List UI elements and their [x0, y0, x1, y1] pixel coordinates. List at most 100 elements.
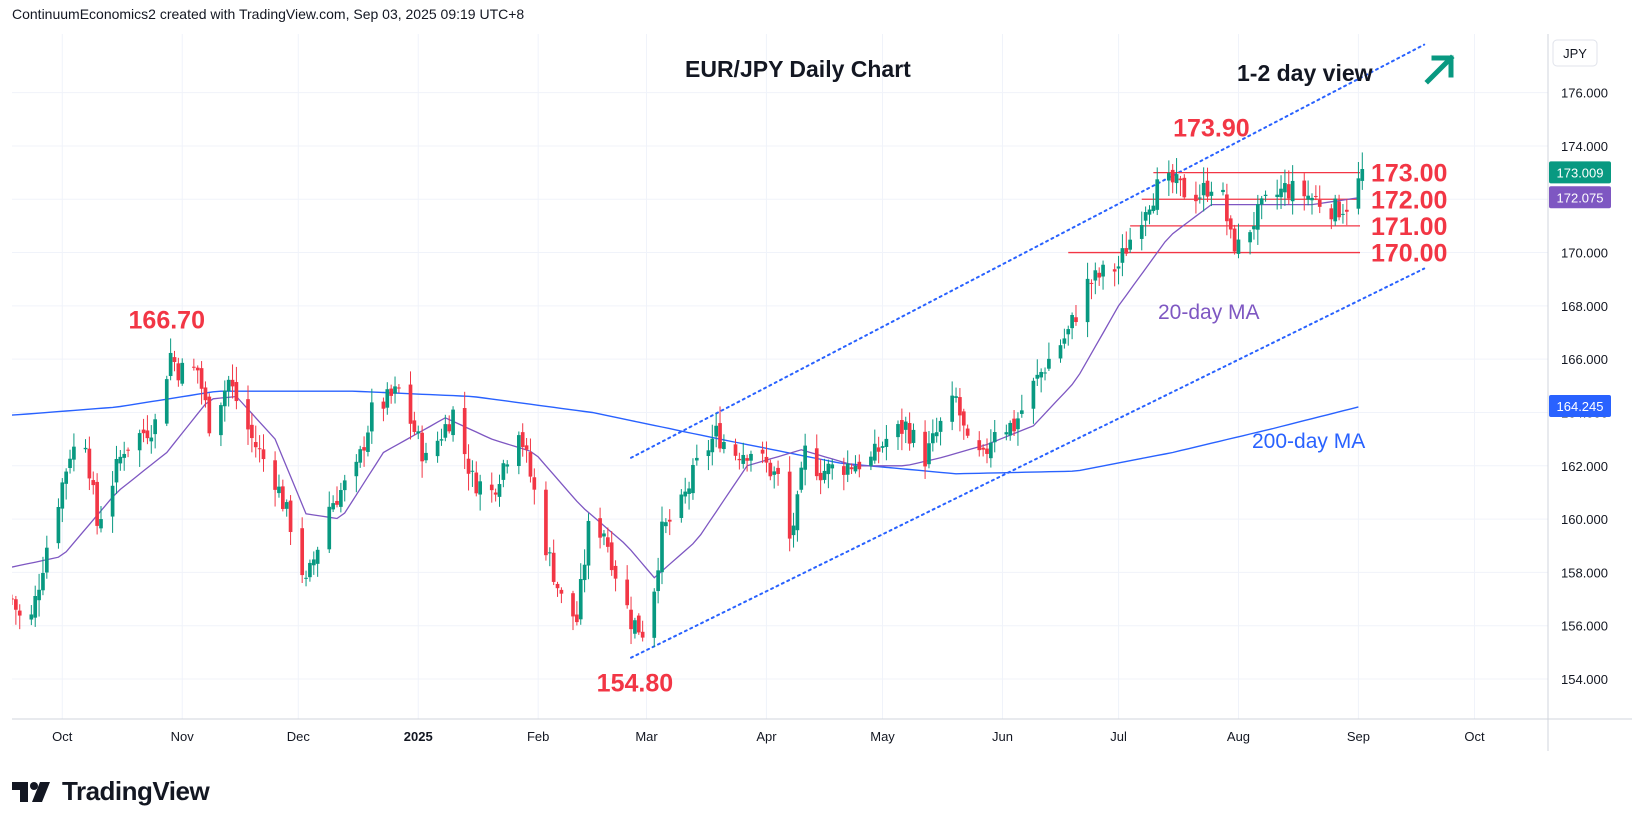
price-tag-text: 164.245 — [1557, 399, 1604, 414]
candle — [1070, 312, 1074, 340]
candle-body — [489, 484, 494, 491]
candle — [1252, 212, 1256, 240]
candle-body — [772, 471, 777, 475]
candle — [424, 442, 428, 464]
candle-body — [1170, 169, 1175, 183]
candle — [667, 509, 672, 536]
candle-body — [153, 419, 157, 435]
candle-body — [737, 458, 742, 461]
candles — [12, 152, 1365, 648]
candle-body — [447, 424, 452, 432]
candle-body — [694, 457, 699, 461]
candle-body — [284, 502, 289, 509]
candle — [505, 460, 510, 474]
time-axis[interactable]: Oct Nov Dec 2025 Feb Mar Apr May Jun Jul Aug Sep Oct — [52, 729, 1485, 744]
candle — [41, 556, 45, 596]
price-annotation: 154.80 — [597, 670, 673, 698]
time-tick-label: Oct — [52, 729, 73, 744]
candle-body — [1263, 194, 1268, 197]
candle — [958, 388, 962, 432]
candle — [1097, 267, 1102, 286]
candle — [1047, 342, 1051, 371]
candle — [664, 518, 668, 534]
candle-body — [559, 589, 564, 594]
candle — [222, 380, 227, 422]
candle-body — [1283, 183, 1287, 193]
price-tag-text: 173.009 — [1557, 165, 1604, 180]
candle — [261, 434, 266, 472]
tradingview-logo-icon — [12, 781, 50, 802]
candle-body — [667, 519, 672, 522]
candle-body — [168, 352, 173, 377]
candle-body — [791, 525, 796, 536]
time-tick-label: Oct — [1464, 729, 1485, 744]
price-tag-bg — [1549, 394, 1611, 417]
candle-body — [760, 449, 765, 454]
candle-body — [1329, 208, 1334, 220]
candle — [722, 434, 726, 454]
price-tick-label: 168.000 — [1561, 299, 1608, 314]
candle — [749, 450, 753, 472]
candle-body — [118, 456, 123, 464]
candle — [629, 596, 633, 645]
candle — [493, 488, 498, 502]
candle-body — [609, 542, 614, 571]
candle — [989, 429, 993, 468]
price-tick-label: 166.000 — [1561, 352, 1608, 367]
candle-body — [1128, 239, 1132, 250]
candle — [462, 391, 467, 470]
candle-body — [114, 458, 119, 483]
candle — [683, 477, 688, 504]
candle-body — [358, 449, 363, 463]
candle — [1356, 162, 1361, 215]
chart-title: EUR/JPY Daily Chart — [685, 56, 911, 82]
candle — [1248, 229, 1252, 255]
candle-body — [1306, 195, 1310, 200]
candle — [1255, 194, 1260, 245]
candle-body — [1310, 197, 1314, 201]
candle — [950, 381, 955, 431]
candle-body — [1016, 418, 1020, 430]
candle-body — [555, 583, 560, 589]
candle — [1228, 215, 1233, 239]
price-tick-label: 174.000 — [1561, 139, 1608, 154]
candle-body — [1344, 209, 1349, 212]
candle-body — [923, 431, 927, 467]
candle-body — [1232, 228, 1237, 252]
candle-body — [822, 470, 827, 480]
candle — [1124, 231, 1129, 257]
candle-body — [1089, 282, 1094, 284]
candle — [652, 588, 657, 648]
candle — [110, 471, 115, 533]
candle-body — [1143, 212, 1148, 221]
candle-body — [253, 442, 258, 448]
candle — [439, 428, 444, 446]
candle — [1085, 262, 1090, 338]
candle — [219, 402, 223, 447]
candle — [308, 559, 312, 582]
tradingview-logo[interactable]: TradingView — [12, 776, 210, 807]
candle-body — [656, 570, 660, 592]
candle — [791, 512, 796, 548]
price-tag-bg — [1549, 161, 1611, 184]
candle — [1194, 181, 1198, 214]
candle-body — [234, 382, 239, 402]
candle — [253, 425, 258, 458]
candle — [1035, 359, 1040, 386]
candle-body — [849, 467, 854, 470]
candle — [760, 441, 765, 464]
candle-body — [1151, 205, 1156, 212]
currency-label[interactable]: JPY — [1552, 39, 1598, 67]
candle — [826, 459, 831, 489]
candle-body — [219, 405, 223, 436]
candle — [551, 539, 556, 586]
candle-body — [1259, 198, 1264, 205]
candle-body — [230, 379, 235, 387]
candle — [602, 530, 606, 546]
candle — [907, 412, 912, 451]
candle — [195, 365, 200, 384]
candle — [33, 585, 38, 627]
candle-body — [1248, 232, 1252, 243]
candle-body — [1058, 345, 1063, 359]
